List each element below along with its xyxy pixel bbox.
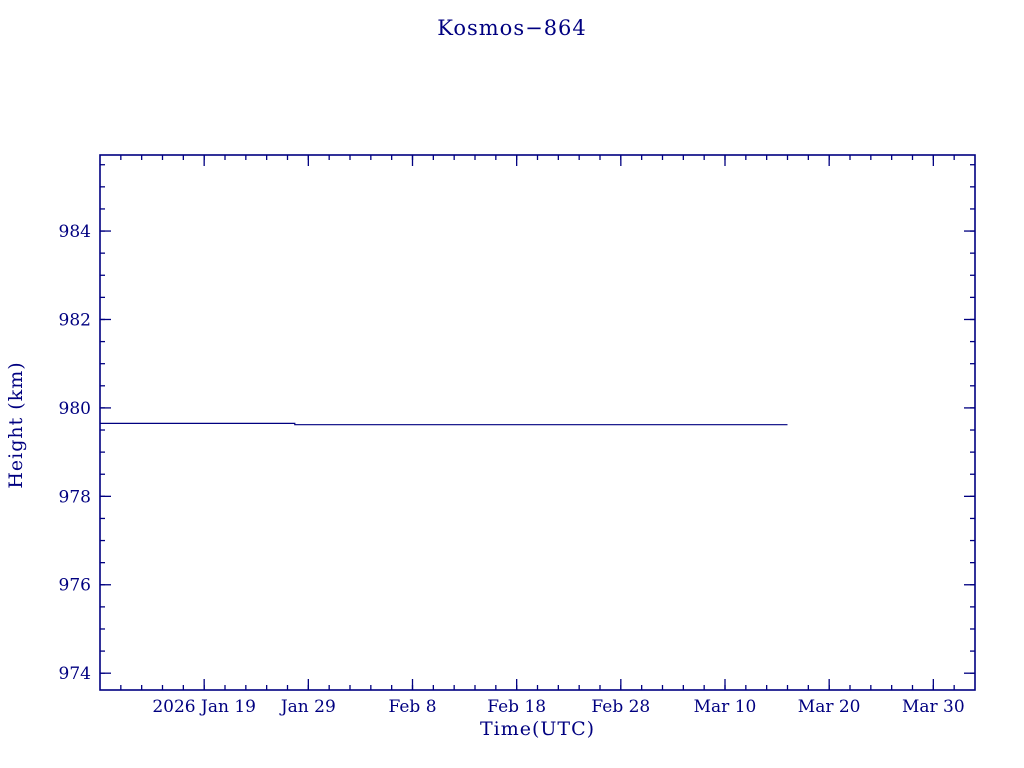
x-tick-label: Mar 30 bbox=[902, 697, 965, 717]
y-tick-label: 976 bbox=[59, 576, 91, 596]
y-tick-label: 980 bbox=[59, 399, 91, 419]
x-tick-label: 2026 Jan 19 bbox=[152, 697, 256, 717]
x-axis-label: Time(UTC) bbox=[479, 718, 596, 740]
series-line-height bbox=[100, 422, 788, 426]
chart-title: Kosmos−864 bbox=[437, 16, 587, 40]
x-tick-label: Jan 29 bbox=[279, 697, 336, 717]
x-tick-label: Feb 28 bbox=[591, 697, 650, 717]
x-tick-label: Feb 8 bbox=[388, 697, 436, 717]
x-tick-label: Feb 18 bbox=[487, 697, 546, 717]
y-tick-label: 982 bbox=[59, 310, 91, 330]
y-tick-label: 978 bbox=[59, 487, 91, 507]
y-tick-label: 984 bbox=[59, 222, 91, 242]
axes-box bbox=[99, 154, 976, 691]
y-tick-label: 974 bbox=[59, 664, 91, 684]
x-tick-label: Mar 20 bbox=[798, 697, 861, 717]
y-axis-label: Height (km) bbox=[5, 361, 27, 489]
x-tick-label: Mar 10 bbox=[694, 697, 757, 717]
